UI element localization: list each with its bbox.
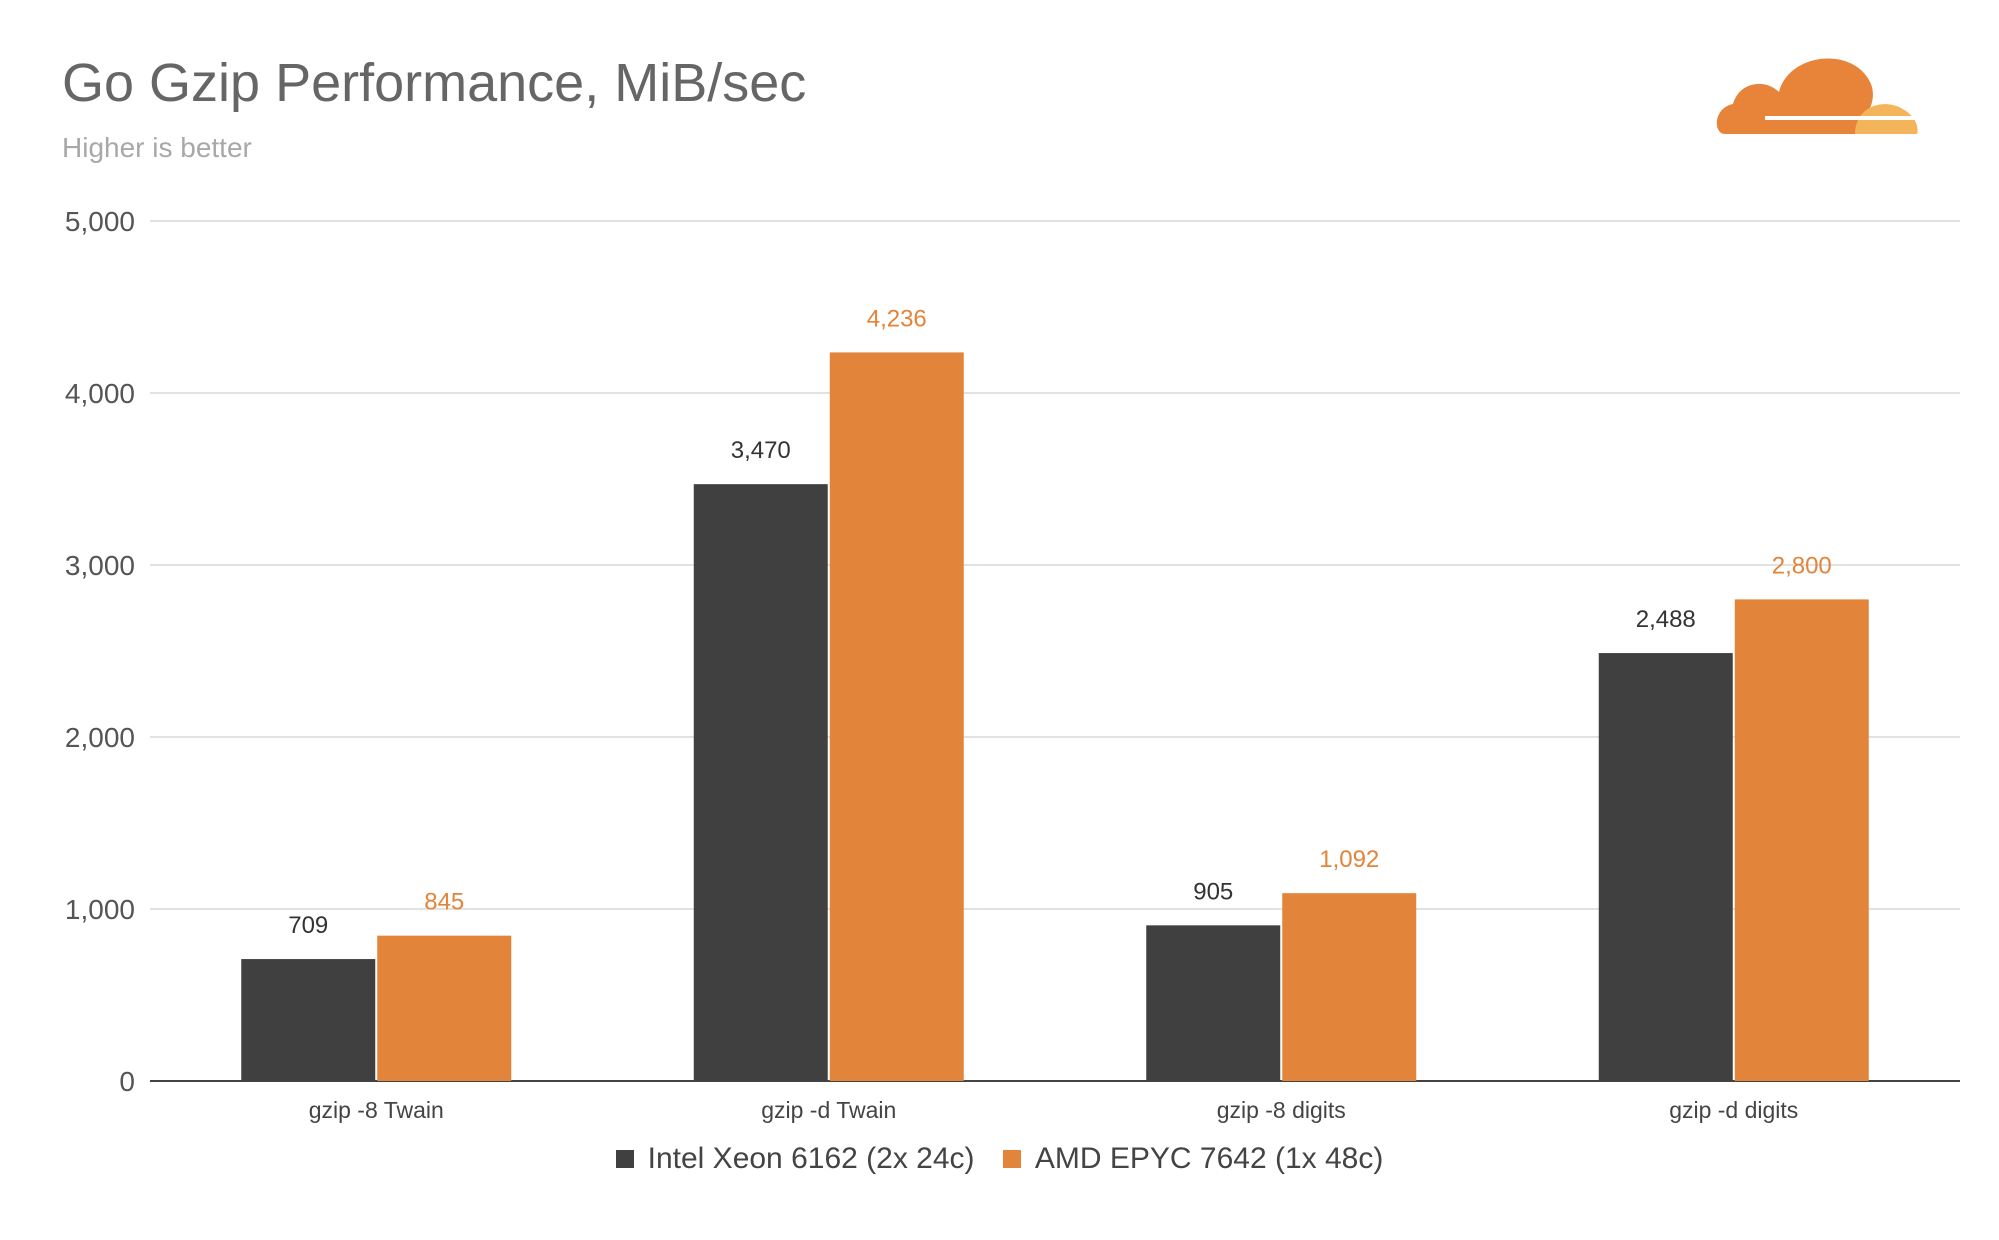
y-tick-label: 5,000 [65, 206, 135, 237]
y-tick-label: 2,000 [65, 722, 135, 753]
legend-label-intel: Intel Xeon 6162 (2x 24c) [647, 1142, 975, 1175]
bar [1282, 893, 1417, 1081]
x-tick-label: gzip -8 Twain [309, 1097, 444, 1123]
bar [693, 484, 828, 1081]
bar [1146, 925, 1281, 1081]
bar [241, 959, 376, 1081]
y-tick-label: 1,000 [65, 894, 135, 925]
x-tick-label: gzip -8 digits [1217, 1097, 1346, 1123]
legend-item-intel: Intel Xeon 6162 (2x 24c) [615, 1142, 975, 1176]
data-label: 4,236 [867, 305, 927, 332]
bar [377, 935, 512, 1081]
bar [829, 352, 964, 1082]
data-label: 905 [1193, 878, 1233, 905]
data-label: 1,092 [1319, 846, 1379, 873]
legend-label-amd: AMD EPYC 7642 (1x 48c) [1034, 1142, 1384, 1175]
data-label: 2,488 [1636, 606, 1696, 633]
data-labels: 709 845 3,470 4,236 905 1,092 2,488 2,800 [288, 305, 1832, 939]
data-label: 3,470 [731, 437, 791, 464]
y-axis-ticks: 0 1,000 2,000 3,000 4,000 5,000 [65, 206, 135, 1097]
legend: Intel Xeon 6162 (2x 24c) AMD EPYC 7642 (… [0, 1142, 1999, 1176]
bar [1734, 599, 1869, 1081]
bar-chart: 0 1,000 2,000 3,000 4,000 5,000 709 845 3,470 4,… [65, 206, 1960, 1123]
y-tick-label: 4,000 [65, 378, 135, 409]
x-axis-ticks: gzip -8 Twain gzip -d Twain gzip -8 digits… [309, 1097, 1799, 1123]
legend-item-amd: AMD EPYC 7642 (1x 48c) [1002, 1142, 1384, 1176]
data-label: 845 [424, 889, 464, 916]
chart-title: Go Gzip Performance, MiB/sec [62, 53, 807, 113]
bar [1598, 653, 1733, 1081]
cloud-logo-icon [1716, 58, 1925, 134]
data-label: 709 [288, 912, 328, 939]
legend-swatch-intel [615, 1150, 634, 1168]
bars [241, 352, 1869, 1082]
legend-swatch-amd [1002, 1150, 1021, 1168]
chart-subtitle: Higher is better [62, 132, 252, 163]
y-tick-label: 3,000 [65, 550, 135, 581]
y-tick-label: 0 [119, 1066, 135, 1097]
data-label: 2,800 [1772, 552, 1832, 579]
x-tick-label: gzip -d digits [1669, 1097, 1798, 1123]
x-tick-label: gzip -d Twain [761, 1097, 896, 1123]
